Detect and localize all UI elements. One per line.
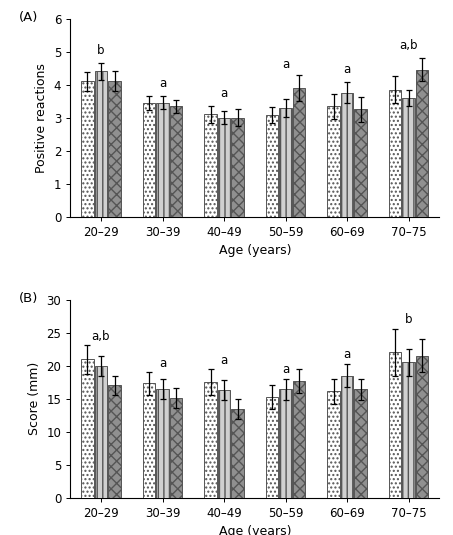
- Y-axis label: Positive reactions: Positive reactions: [35, 63, 48, 173]
- Bar: [266, 115, 278, 217]
- Bar: [170, 106, 183, 217]
- Bar: [389, 353, 401, 498]
- Text: (B): (B): [19, 292, 38, 305]
- Bar: [341, 93, 353, 217]
- Text: a: a: [343, 348, 351, 361]
- Bar: [143, 384, 155, 498]
- Bar: [389, 90, 401, 217]
- Text: a,b: a,b: [400, 39, 418, 52]
- Bar: [354, 389, 367, 498]
- Text: a: a: [221, 354, 228, 367]
- Bar: [231, 118, 244, 217]
- Text: b: b: [405, 313, 412, 326]
- Text: b: b: [97, 44, 105, 57]
- Bar: [266, 396, 278, 498]
- Text: a: a: [282, 363, 289, 376]
- Bar: [402, 98, 415, 217]
- Bar: [280, 108, 292, 217]
- Bar: [143, 103, 155, 217]
- Text: a: a: [159, 357, 166, 370]
- Bar: [156, 103, 169, 217]
- Bar: [327, 106, 340, 217]
- Bar: [156, 389, 169, 498]
- Bar: [204, 382, 217, 498]
- Bar: [170, 398, 183, 498]
- Bar: [95, 72, 107, 217]
- Bar: [95, 365, 107, 498]
- Bar: [218, 118, 230, 217]
- Text: a: a: [282, 58, 289, 71]
- Text: a: a: [343, 64, 351, 77]
- Bar: [81, 359, 94, 498]
- Bar: [416, 70, 429, 217]
- Bar: [341, 376, 353, 498]
- Bar: [416, 356, 429, 498]
- Bar: [280, 389, 292, 498]
- Bar: [81, 81, 94, 217]
- Bar: [402, 362, 415, 498]
- Bar: [218, 390, 230, 498]
- Bar: [327, 392, 340, 498]
- Bar: [293, 88, 305, 217]
- Bar: [204, 114, 217, 217]
- Bar: [354, 110, 367, 217]
- Text: (A): (A): [19, 11, 38, 24]
- Bar: [108, 385, 121, 498]
- Bar: [231, 409, 244, 498]
- Text: a: a: [159, 77, 166, 90]
- Y-axis label: Score (mm): Score (mm): [28, 362, 41, 435]
- Bar: [293, 381, 305, 498]
- Bar: [108, 81, 121, 217]
- X-axis label: Age (years): Age (years): [218, 244, 291, 257]
- Text: a: a: [221, 87, 228, 100]
- Text: a,b: a,b: [92, 330, 110, 342]
- X-axis label: Age (years): Age (years): [218, 525, 291, 535]
